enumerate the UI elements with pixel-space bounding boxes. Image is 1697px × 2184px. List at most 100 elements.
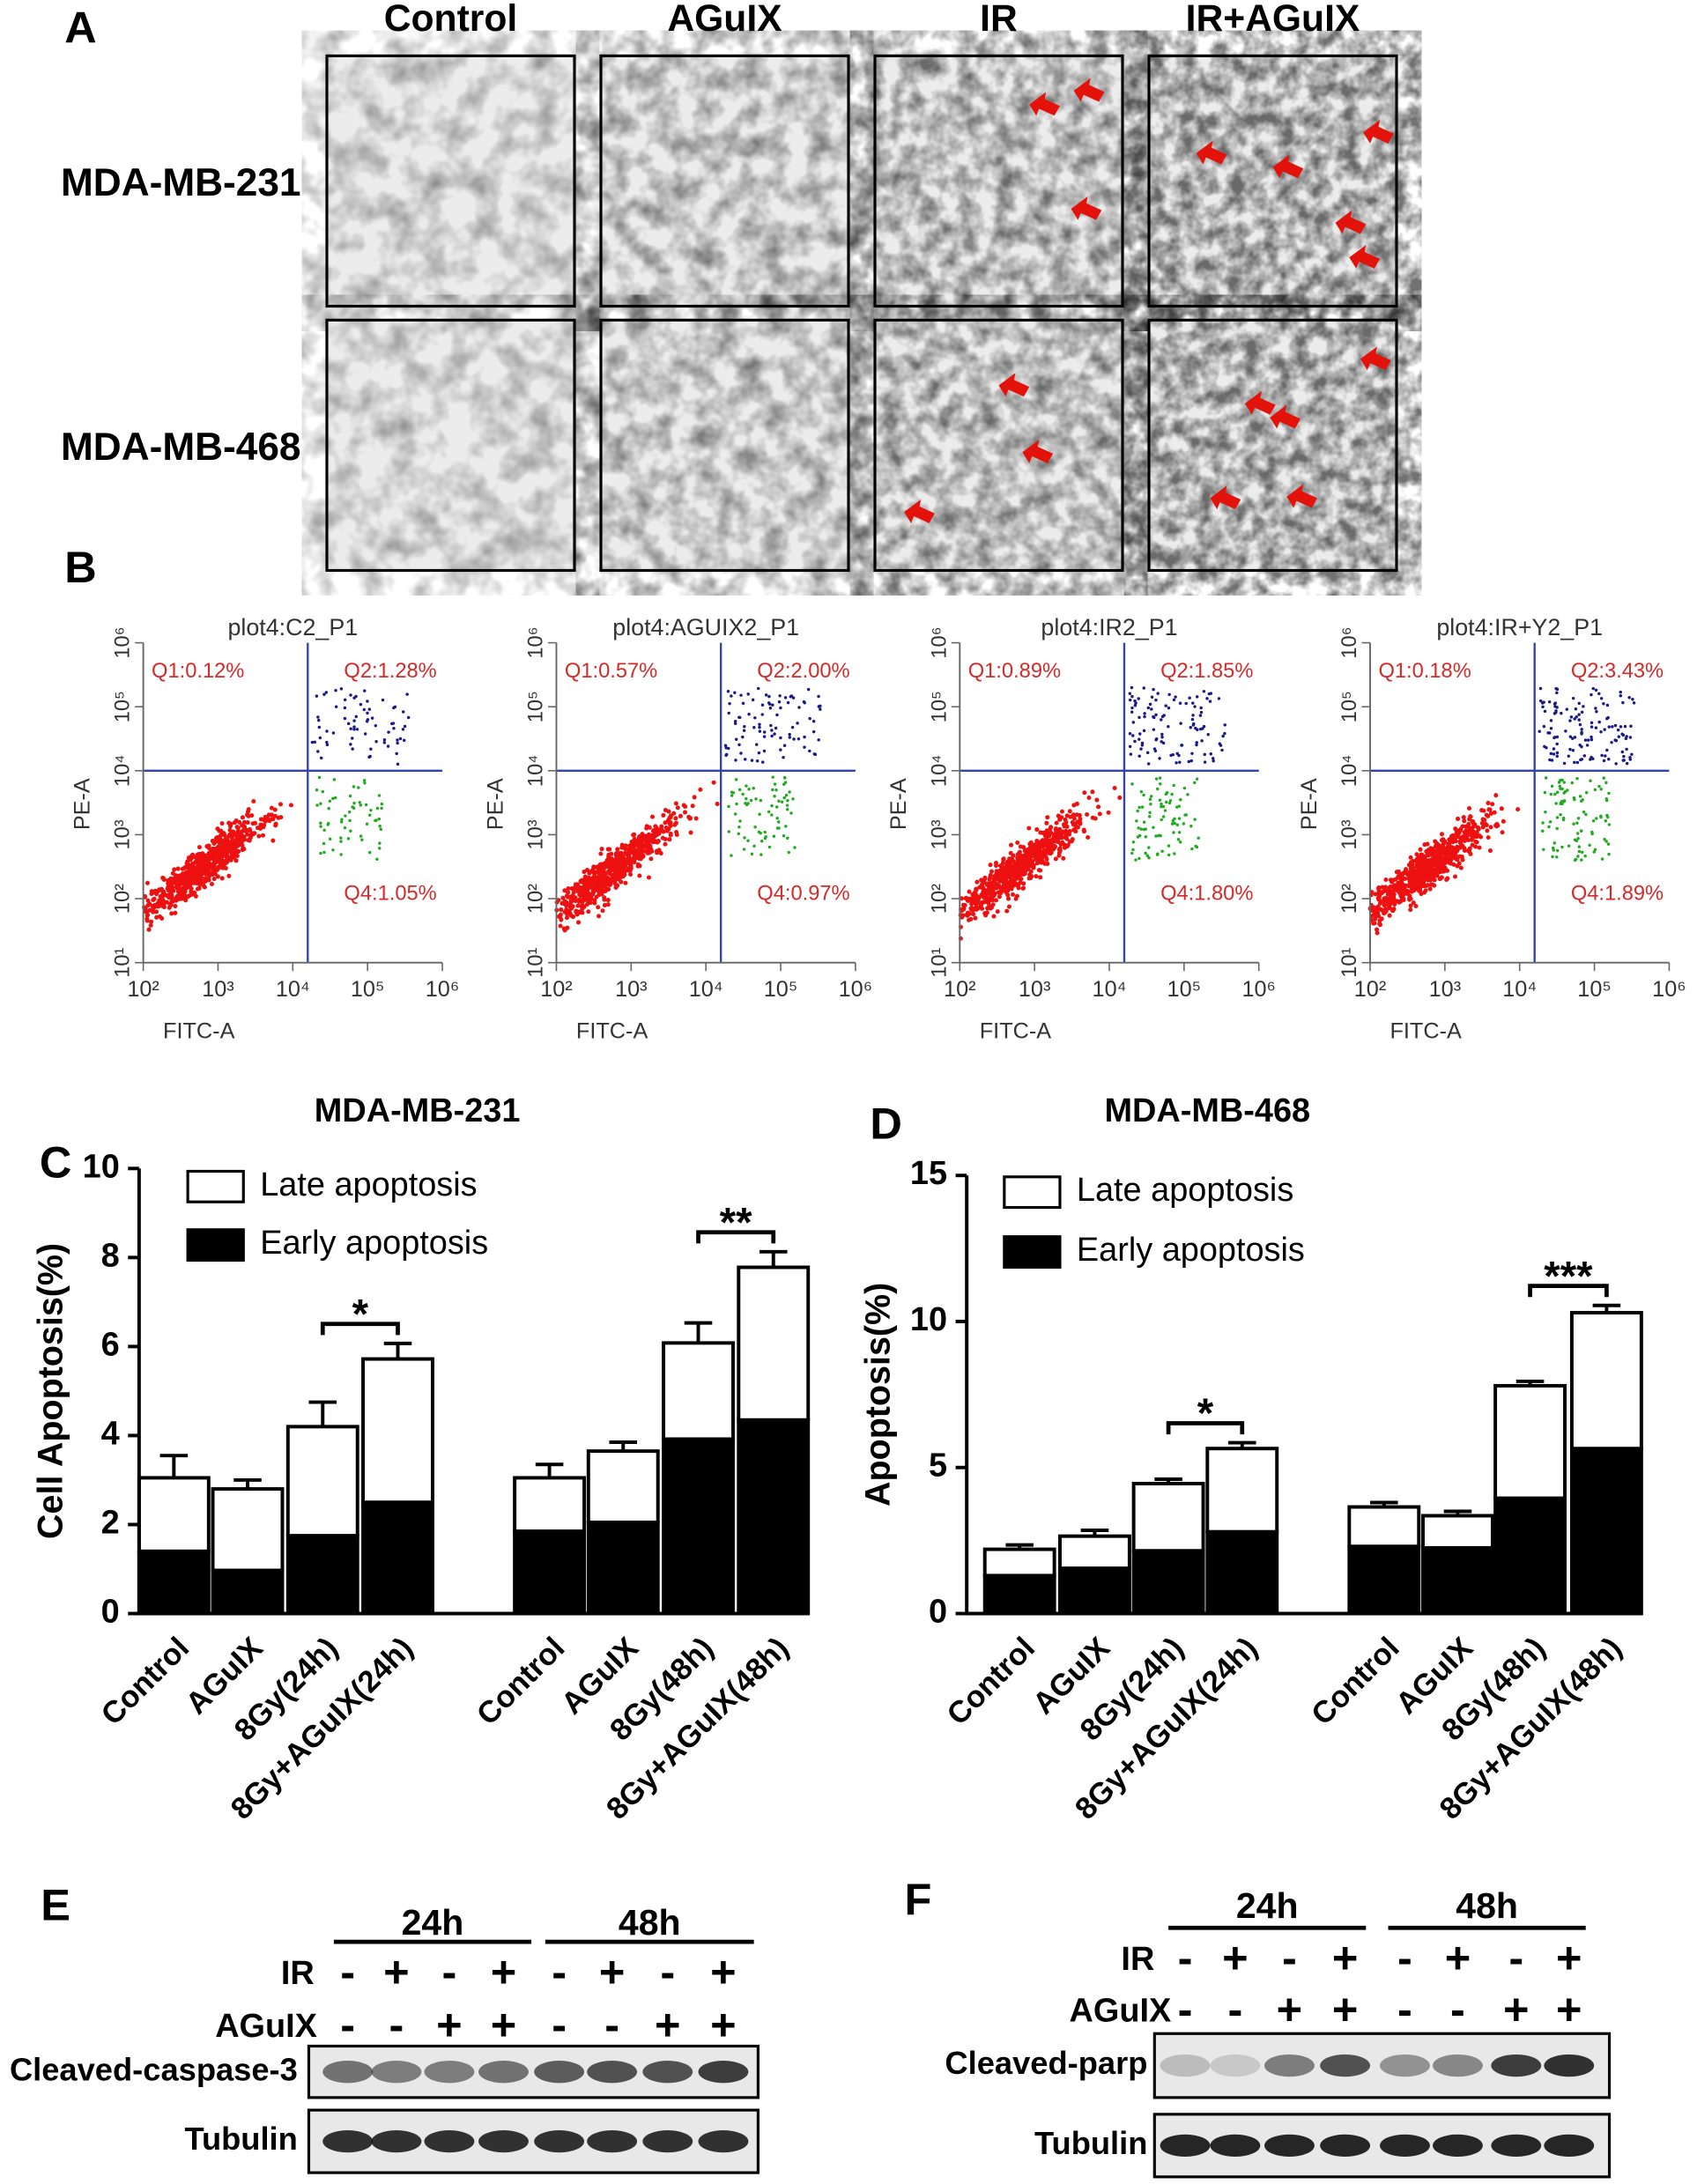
y-tick-label: 2 — [101, 1504, 120, 1541]
flow-event — [1544, 810, 1547, 814]
flow-event — [1172, 831, 1175, 834]
flow-event — [1580, 850, 1584, 855]
flow-event — [331, 796, 335, 801]
flow-event — [1552, 752, 1556, 756]
blot-band — [587, 2061, 638, 2084]
blot-band — [642, 2129, 693, 2153]
quadrant-label: Q4:1.89% — [1571, 883, 1664, 906]
flow-event — [1490, 802, 1495, 807]
flow-event — [396, 738, 399, 742]
flow-event — [378, 841, 382, 845]
flow-event — [758, 722, 761, 726]
flow-event — [1372, 921, 1377, 926]
flow-event — [1568, 735, 1573, 738]
flow-event — [339, 687, 344, 691]
quadrant-label: Q2:1.28% — [344, 660, 436, 683]
micrograph-frame — [1147, 54, 1398, 308]
flow-event — [980, 906, 985, 911]
flow-event — [351, 805, 354, 809]
flow-event — [1160, 849, 1164, 853]
flow-event — [1133, 739, 1137, 744]
flow-event — [1061, 855, 1066, 861]
flow-event — [1168, 799, 1173, 803]
flow-event — [1631, 698, 1634, 701]
flow-event — [1430, 870, 1435, 875]
flow-event — [1577, 845, 1582, 848]
flow-event — [683, 803, 688, 810]
flow-event — [1460, 824, 1465, 829]
flow-event — [1001, 886, 1006, 892]
flow-event — [315, 694, 319, 698]
flow-event — [366, 718, 370, 722]
blot-band — [1433, 2134, 1483, 2157]
flow-event — [1128, 698, 1132, 702]
flow-event — [269, 817, 274, 822]
flow-event — [580, 902, 585, 907]
flow-event — [1048, 851, 1053, 856]
flow-event — [1572, 822, 1575, 825]
flow-event — [723, 744, 728, 747]
bar-segment — [513, 1529, 587, 1616]
quadrant-label: Q2:2.00% — [757, 660, 849, 683]
flow-event — [1406, 889, 1412, 894]
flow-event — [1538, 699, 1543, 703]
blot-band — [1320, 2054, 1371, 2077]
flow-event — [734, 737, 738, 742]
flow-event — [760, 853, 763, 856]
flow-event — [363, 781, 367, 785]
blot-band — [1491, 2054, 1542, 2077]
y-tick-label: 10⁶ — [112, 627, 135, 659]
flow-event — [744, 802, 747, 805]
flow-event — [1177, 817, 1182, 820]
flow-event — [1541, 829, 1545, 833]
flow-event — [770, 729, 774, 732]
flow-event — [614, 862, 619, 868]
flow-event — [1560, 799, 1564, 803]
flow-event — [1184, 701, 1188, 706]
bar-segment — [1347, 1544, 1421, 1616]
flow-event — [1424, 863, 1429, 869]
flow-event — [632, 860, 637, 865]
flow-event — [348, 794, 352, 798]
flow-event — [1191, 714, 1195, 717]
flow-event — [145, 898, 151, 903]
flow-event — [169, 881, 174, 886]
flow-event — [217, 835, 222, 840]
flow-event — [1175, 761, 1178, 765]
flow-event — [218, 862, 223, 868]
flow-event — [1148, 815, 1152, 818]
flow-event — [207, 864, 212, 870]
flow-event — [792, 737, 796, 741]
flow-event — [803, 735, 806, 739]
flow-event — [1595, 817, 1598, 820]
flow-event — [743, 725, 746, 729]
flow-event — [396, 741, 399, 745]
flow-event — [1005, 896, 1012, 901]
flow-event — [1094, 797, 1100, 803]
y-tick-label: 10⁶ — [928, 627, 951, 659]
flow-event — [380, 806, 383, 811]
flow-event — [627, 850, 633, 855]
flow-event — [1477, 845, 1482, 850]
blot-band — [534, 2129, 585, 2153]
x-axis-label: FITC-A — [163, 1018, 235, 1043]
flow-event — [182, 877, 187, 883]
treatment-sign: - — [389, 1999, 404, 2049]
flow-event — [1131, 721, 1136, 724]
flow-event — [728, 701, 731, 706]
flow-event — [749, 798, 753, 803]
flow-event — [1143, 714, 1146, 719]
flow-event — [747, 787, 751, 791]
flow-event — [1408, 869, 1413, 875]
flow-event — [159, 915, 165, 922]
flow-event — [395, 751, 398, 756]
flow-event — [663, 836, 668, 842]
flow-event — [1142, 820, 1146, 824]
flow-event — [607, 869, 612, 874]
flow-event — [193, 893, 198, 899]
flow-event — [1002, 865, 1007, 870]
flow-event — [979, 877, 984, 883]
flow-event — [1462, 848, 1467, 853]
flow-event — [1182, 786, 1187, 790]
error-bar — [308, 1400, 337, 1427]
